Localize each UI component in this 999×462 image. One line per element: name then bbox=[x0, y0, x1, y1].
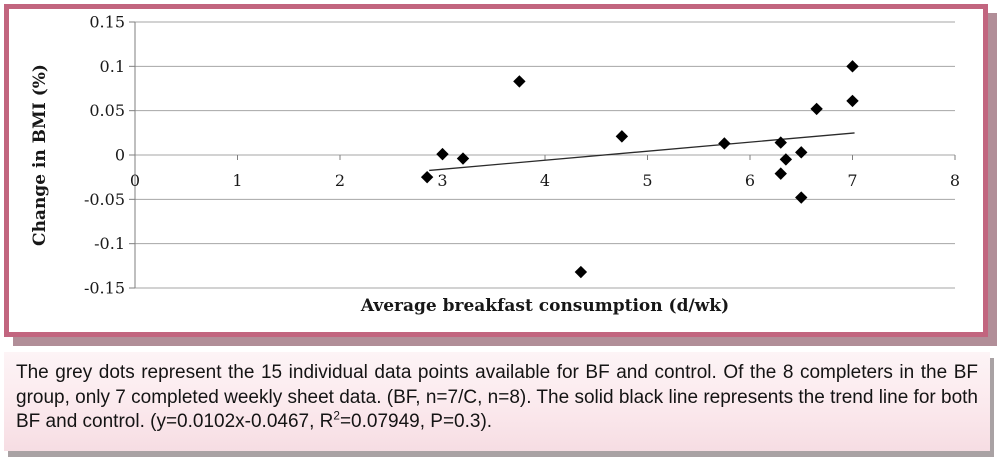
data-point bbox=[795, 191, 808, 204]
y-tick-label: -0.1 bbox=[94, 234, 125, 253]
chart-figure-panel: 0.15 0.1 0.05 0 -0.05 -0.1 -0.15 0 1 2 3 4 5 6 7 8 Avera… bbox=[4, 4, 988, 337]
data-point bbox=[774, 167, 787, 180]
x-tick-label: 0 bbox=[130, 171, 140, 190]
data-point bbox=[574, 265, 588, 279]
data-points bbox=[420, 60, 859, 279]
data-point bbox=[615, 130, 629, 143]
data-point bbox=[436, 147, 449, 161]
x-tick-label: 3 bbox=[437, 171, 447, 190]
data-point bbox=[779, 153, 793, 166]
y-tick-label: -0.15 bbox=[84, 279, 125, 298]
y-axis-title: Change in BMI (%) bbox=[30, 64, 50, 246]
data-point bbox=[513, 75, 526, 88]
y-tick-label: -0.05 bbox=[84, 190, 125, 209]
x-axis-title: Average breakfast consumption (d/wk) bbox=[360, 296, 729, 316]
data-point bbox=[420, 170, 434, 184]
caption-text: The grey dots represent the 15 individua… bbox=[16, 361, 978, 435]
gridlines bbox=[135, 21, 955, 289]
y-tick-label: 0 bbox=[115, 146, 125, 165]
x-tick-label: 7 bbox=[847, 171, 857, 190]
y-tick-label: 0.05 bbox=[89, 101, 125, 120]
x-tick-label: 5 bbox=[642, 171, 652, 190]
data-point bbox=[456, 152, 470, 165]
caption-part1: The grey dots represent the 15 individua… bbox=[16, 362, 978, 432]
data-point bbox=[795, 146, 808, 159]
x-tick-label: 1 bbox=[232, 171, 242, 190]
bmi-scatter-chart: 0.15 0.1 0.05 0 -0.05 -0.1 -0.15 0 1 2 3 4 5 6 7 8 Avera… bbox=[30, 13, 960, 317]
figure-caption-panel: The grey dots represent the 15 individua… bbox=[4, 352, 990, 451]
x-tick-label: 8 bbox=[950, 171, 960, 190]
trend-line bbox=[429, 132, 855, 172]
data-point bbox=[774, 136, 787, 149]
caption-part2: =0.07949, P=0.3). bbox=[339, 411, 493, 432]
y-tick-label: 0.15 bbox=[89, 13, 125, 32]
data-point bbox=[846, 60, 859, 73]
axes bbox=[129, 21, 956, 289]
x-tick-label: 6 bbox=[745, 171, 755, 190]
data-point bbox=[718, 137, 731, 150]
y-tick-label: 0.1 bbox=[100, 57, 125, 76]
data-point bbox=[810, 102, 823, 116]
caption-superscript: 2 bbox=[333, 409, 340, 423]
x-tick-label: 4 bbox=[540, 171, 550, 190]
data-point bbox=[846, 94, 859, 108]
x-tick-label: 2 bbox=[335, 171, 345, 190]
axis-labels: 0.15 0.1 0.05 0 -0.05 -0.1 -0.15 0 1 2 3 4 5 6 7 8 Avera… bbox=[30, 13, 960, 317]
